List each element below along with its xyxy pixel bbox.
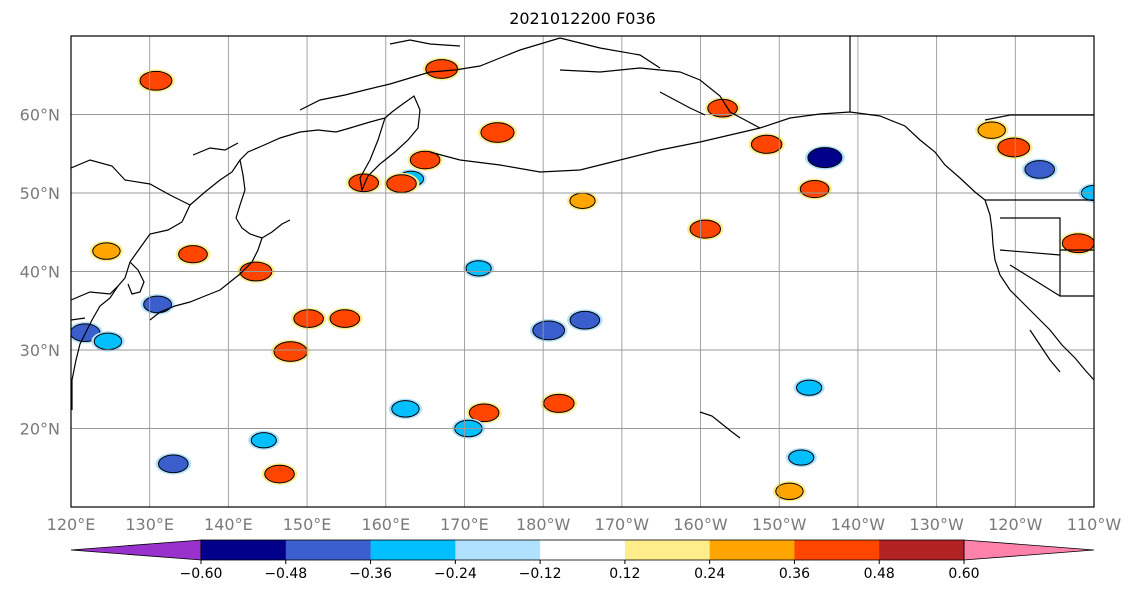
- lon-tick-label: 150°E: [283, 515, 332, 534]
- map-title: 2021012200 F036: [509, 9, 656, 28]
- anomaly-feature: [463, 258, 495, 278]
- lon-tick-label: 170°W: [595, 515, 650, 534]
- lat-tick-label: 50°N: [20, 184, 60, 203]
- colorbar-tick-label: −0.24: [434, 566, 477, 582]
- map-gridlines: [71, 36, 1094, 507]
- anomaly-feature: [155, 453, 192, 475]
- lon-tick-label: 150°W: [752, 515, 807, 534]
- anomaly-feature: [1059, 231, 1094, 255]
- anomaly-field: [71, 57, 1094, 502]
- lat-tick-label: 20°N: [20, 420, 60, 439]
- anomaly-feature: [175, 243, 211, 265]
- lon-tick-label: 130°E: [125, 515, 174, 534]
- colorbar-segment: [709, 540, 795, 560]
- longitude-labels: 120°E 130°E 140°E 150°E 160°E 170°E 180°W 170°W…: [47, 515, 1122, 534]
- anomaly-feature: [290, 307, 327, 330]
- lat-tick-label: 60°N: [20, 106, 60, 125]
- colorbar-tick-label: 0.48: [864, 566, 895, 582]
- lat-tick-label: 40°N: [20, 263, 60, 282]
- anomaly-feature: [248, 430, 280, 450]
- coastlines: [71, 36, 1094, 439]
- anomaly-feature: [540, 392, 578, 415]
- anomaly-feature: [327, 307, 363, 330]
- lon-tick-label: 160°E: [361, 515, 410, 534]
- colorbar-tick-label: 0.24: [694, 566, 725, 582]
- colorbar-tick-label: −0.36: [349, 566, 392, 582]
- anomaly-feature: [345, 171, 382, 194]
- colorbar-segment: [794, 540, 880, 560]
- anomaly-feature: [477, 120, 518, 145]
- anomaly-feature: [687, 218, 724, 241]
- anomaly-feature: [270, 339, 311, 364]
- colorbar-segment: [201, 540, 287, 560]
- colorbar-tick-label: −0.60: [180, 566, 223, 582]
- anomaly-feature: [261, 463, 298, 485]
- lon-tick-label: 140°E: [204, 515, 253, 534]
- anomaly-feature: [748, 133, 785, 156]
- colorbar-extend-min: [70, 539, 202, 561]
- lon-tick-label: 110°W: [1067, 515, 1122, 534]
- anomaly-feature: [422, 57, 461, 81]
- lat-tick-label: 30°N: [20, 341, 60, 360]
- anomaly-feature: [1021, 158, 1058, 181]
- anomaly-feature: [975, 120, 1009, 141]
- colorbar-extend-max: [963, 539, 1095, 561]
- anomaly-feature: [529, 318, 568, 342]
- colorbar-segment: [455, 540, 541, 560]
- colorbar-segment: [879, 540, 965, 560]
- anomaly-feature: [772, 481, 807, 502]
- colorbar-tick-label: 0.12: [609, 566, 640, 582]
- colorbar-tick-label: 0.36: [779, 566, 810, 582]
- anomaly-feature: [804, 145, 845, 170]
- anomaly-feature: [466, 402, 502, 424]
- anomaly-feature: [89, 240, 124, 262]
- anomaly-feature: [388, 398, 423, 420]
- colorbar-tick-label: −0.12: [519, 566, 562, 582]
- anomaly-feature: [137, 69, 175, 93]
- anomaly-feature: [994, 136, 1033, 159]
- lon-tick-label: 160°W: [673, 515, 728, 534]
- anomaly-feature: [566, 191, 599, 211]
- lon-tick-label: 140°W: [831, 515, 886, 534]
- colorbar-tick-label: 0.60: [948, 566, 979, 582]
- anomaly-feature: [91, 331, 125, 352]
- colorbar: −0.60 −0.48 −0.36 −0.24 −0.12 0.12 0.24 0.36 0.4…: [70, 539, 1095, 582]
- anomaly-feature: [140, 294, 175, 315]
- anomaly-feature: [797, 178, 833, 200]
- colorbar-segment: [624, 540, 711, 560]
- latitude-labels: 20°N 30°N 40°N 50°N 60°N: [20, 106, 60, 439]
- colorbar-tick-label: −0.48: [264, 566, 307, 582]
- lon-tick-label: 120°E: [47, 515, 96, 534]
- anomaly-feature: [407, 149, 443, 171]
- lon-tick-label: 120°W: [988, 515, 1043, 534]
- lon-tick-label: 170°E: [440, 515, 489, 534]
- anomaly-feature: [785, 447, 817, 468]
- colorbar-segment: [540, 540, 626, 560]
- map-frame: [70, 35, 1095, 508]
- anomaly-feature: [567, 309, 603, 331]
- lon-tick-label: 130°W: [909, 515, 964, 534]
- anomaly-feature: [793, 378, 825, 398]
- colorbar-segment: [285, 540, 372, 560]
- lon-tick-label: 180°W: [516, 515, 571, 534]
- colorbar-segment: [370, 540, 456, 560]
- anomaly-feature: [383, 172, 420, 195]
